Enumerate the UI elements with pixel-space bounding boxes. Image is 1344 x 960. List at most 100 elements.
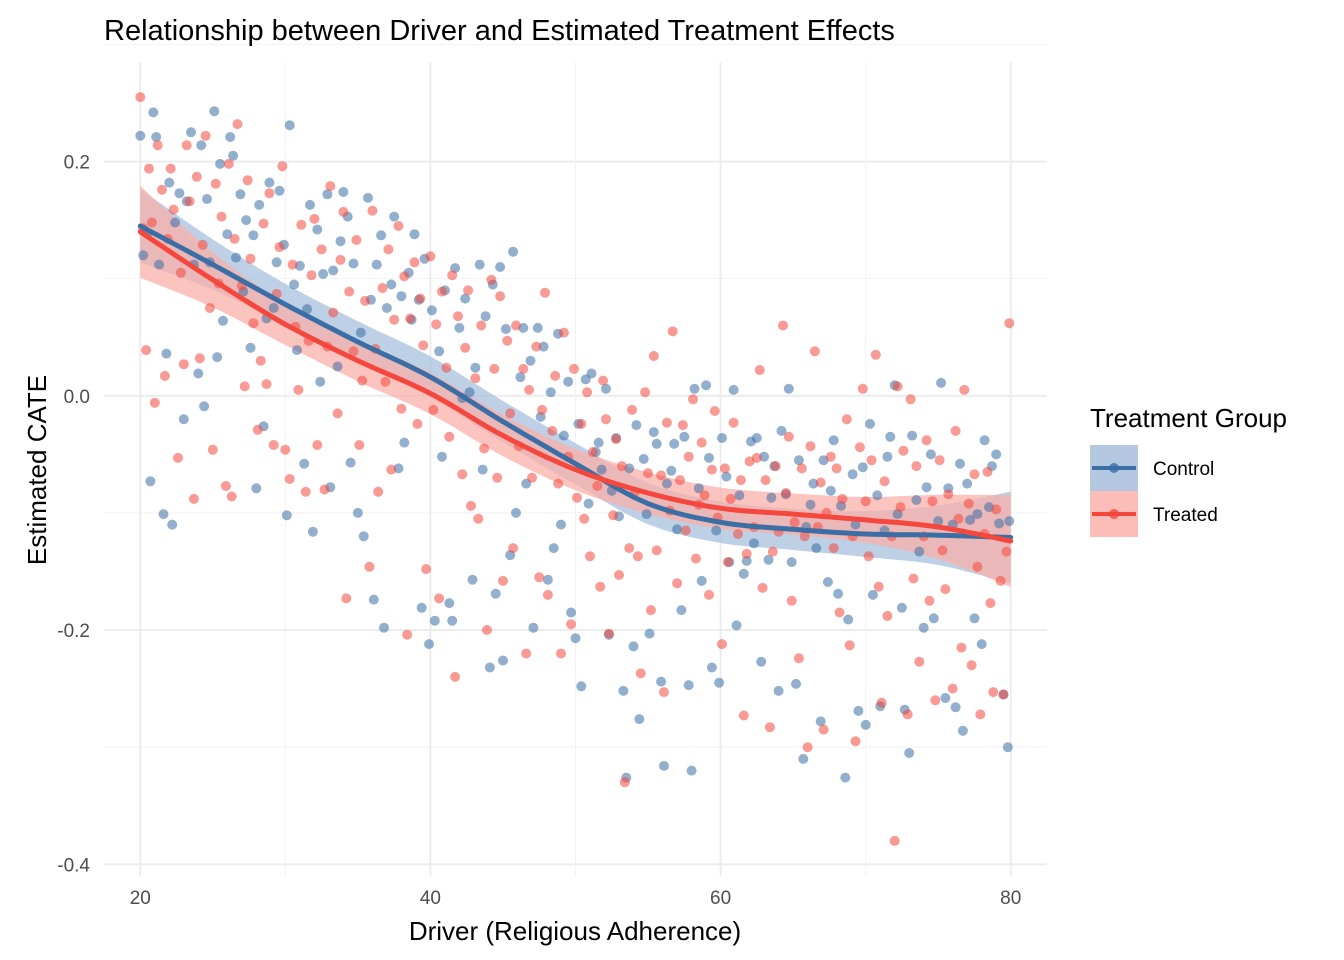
control-point <box>241 215 252 226</box>
treated-point <box>601 414 611 425</box>
treated-point <box>527 472 537 483</box>
control-point <box>701 380 712 391</box>
treated-point <box>587 447 598 457</box>
control-point <box>470 362 481 373</box>
treated-point <box>677 420 688 431</box>
treated-point <box>873 581 884 592</box>
treated-point <box>728 417 739 428</box>
treated-point <box>447 270 458 281</box>
treated-point <box>608 510 619 521</box>
treated-point <box>603 628 614 639</box>
control-point <box>371 259 382 270</box>
treated-point <box>786 595 797 606</box>
treated-point <box>226 491 237 502</box>
treated-point <box>959 384 970 395</box>
treated-point <box>437 286 447 297</box>
control-point <box>631 420 642 431</box>
control-point <box>596 464 607 475</box>
control-point <box>1004 516 1015 527</box>
control-point <box>940 693 951 703</box>
control-point <box>363 192 373 203</box>
control-point <box>477 464 488 475</box>
treated-point <box>966 660 977 671</box>
treated-point <box>141 345 152 356</box>
control-point <box>570 633 581 644</box>
treated-point <box>383 244 394 255</box>
treated-point <box>738 710 749 721</box>
treated-point <box>540 287 550 298</box>
treated-point <box>828 543 839 554</box>
legend: Treatment Group Control Treated <box>1090 403 1287 537</box>
control-point <box>850 519 861 530</box>
control-point <box>907 430 918 441</box>
control-point <box>515 372 526 383</box>
treated-point <box>857 383 868 394</box>
treated-point <box>405 313 416 324</box>
treated-point <box>360 295 371 306</box>
treated-point <box>834 607 845 618</box>
control-point <box>305 199 315 210</box>
control-point <box>409 229 420 240</box>
control-point <box>786 557 797 568</box>
treated-point <box>207 444 218 455</box>
treated-point <box>818 724 829 735</box>
treated-point <box>754 365 765 375</box>
control-point <box>447 615 458 626</box>
treated-point <box>619 777 630 788</box>
control-point <box>381 303 392 313</box>
treated-point <box>261 379 272 390</box>
treated-point <box>911 461 922 472</box>
treated-point <box>386 464 397 475</box>
treated-point <box>576 418 587 429</box>
treated-point <box>850 736 861 747</box>
control-point <box>815 716 826 727</box>
legend-key-point <box>1109 509 1119 519</box>
control-point <box>532 322 543 333</box>
treated-point <box>582 387 593 398</box>
control-point <box>426 305 437 316</box>
control-point <box>791 678 801 689</box>
treated-point <box>492 472 503 483</box>
treated-point <box>380 376 391 387</box>
treated-point <box>963 498 974 509</box>
treated-point <box>780 488 791 498</box>
treated-point <box>876 697 887 708</box>
treated-point <box>659 687 669 698</box>
treated-point <box>351 235 362 245</box>
control-point <box>338 187 349 197</box>
treated-point <box>696 437 707 448</box>
treated-point <box>296 219 307 230</box>
treated-point <box>778 320 788 331</box>
treated-point <box>699 490 710 501</box>
treated-point <box>556 648 566 659</box>
treated-point <box>802 742 813 753</box>
treated-point <box>998 689 1009 700</box>
treated-point <box>364 561 375 572</box>
treated-point <box>168 204 179 215</box>
treated-point <box>975 709 986 720</box>
treated-point <box>431 319 442 330</box>
control-point <box>896 602 907 613</box>
treated-point <box>706 464 717 475</box>
control-point <box>548 543 559 554</box>
control-point <box>676 605 687 616</box>
treated-point <box>258 218 269 229</box>
data-points <box>135 92 1015 846</box>
treated-point <box>502 335 513 346</box>
treated-point <box>357 375 368 386</box>
control-point <box>268 303 279 313</box>
control-point <box>979 435 990 446</box>
treated-point <box>598 375 609 386</box>
control-point <box>193 368 204 379</box>
treated-point <box>495 291 506 302</box>
control-point <box>618 685 629 696</box>
treated-point <box>524 384 535 395</box>
control-point <box>474 259 485 270</box>
treated-point <box>518 363 529 374</box>
treated-point <box>434 593 445 604</box>
control-point <box>576 681 587 692</box>
treated-point <box>688 394 698 405</box>
treated-point <box>157 184 167 195</box>
control-point <box>563 376 574 387</box>
